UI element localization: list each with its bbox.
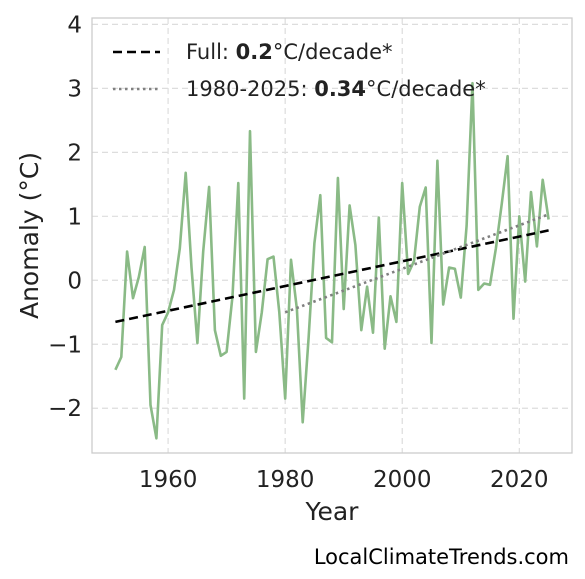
y-tick-label-3: 1 <box>67 204 82 230</box>
series-anomaly-line <box>114 81 550 440</box>
y-tick-label-6: 4 <box>67 12 82 38</box>
series-trend-full <box>115 229 549 324</box>
y-tick-label-1: −1 <box>48 332 82 358</box>
legend-label-recent: 1980-2025: 0.34°C/decade* <box>186 77 486 101</box>
x-tick-label-1960: 1960 <box>139 467 198 493</box>
legend-recent-prefix: 1980-2025: <box>186 77 314 101</box>
site-credit: LocalClimateTrends.com <box>313 545 569 569</box>
series-group <box>114 81 550 440</box>
x-axis-title: Year <box>305 497 360 526</box>
x-tick-label-1980: 1980 <box>256 467 315 493</box>
legend-recent-value: 0.34 <box>314 77 366 101</box>
y-tick-label-2: 0 <box>67 268 82 294</box>
legend-full-prefix: Full: <box>186 40 236 64</box>
legend-recent-suffix: °C/decade* <box>366 77 486 101</box>
legend-full-suffix: °C/decade* <box>273 40 393 64</box>
y-tick-label-5: 3 <box>67 76 82 102</box>
y-tick-label-0: −2 <box>48 396 82 422</box>
x-tick-label-2000: 2000 <box>373 467 432 493</box>
tick-labels: 1960 1980 2000 2020 −2 −1 0 1 2 3 4 <box>48 12 548 493</box>
legend: Full: 0.2°C/decade* 1980-2025: 0.34°C/de… <box>113 40 486 101</box>
y-tick-label-4: 2 <box>67 140 82 166</box>
plot-frame <box>91 17 573 454</box>
x-tick-label-2020: 2020 <box>490 467 549 493</box>
y-axis-title: Anomaly (°C) <box>15 152 44 319</box>
legend-full-value: 0.2 <box>236 40 273 64</box>
legend-label-full: Full: 0.2°C/decade* <box>186 40 393 64</box>
series-trend-1980 <box>284 213 550 314</box>
